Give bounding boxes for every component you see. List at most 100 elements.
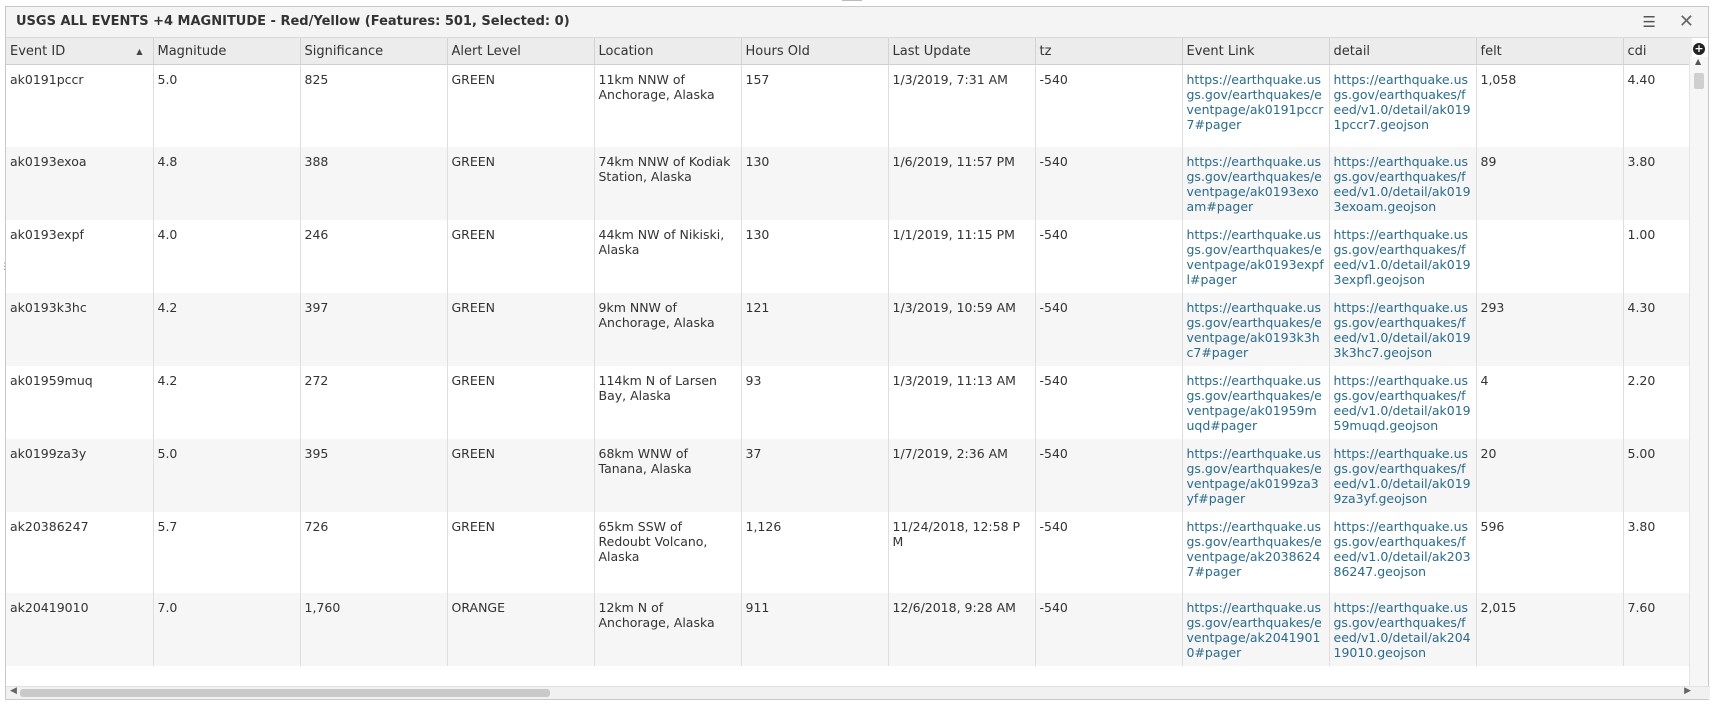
- event-link[interactable]: https://earthquake.usgs.gov/earthquakes/…: [1186, 518, 1322, 579]
- event-link[interactable]: https://earthquake.usgs.gov/earthquakes/…: [1186, 372, 1322, 433]
- horizontal-scrollbar[interactable]: ◀ ▶: [6, 686, 1710, 699]
- cell-detail: https://earthquake.usgs.gov/earthquakes/…: [1329, 219, 1477, 293]
- column-header-cdi[interactable]: cdi: [1623, 38, 1692, 65]
- cell-cdi: 7.60: [1623, 592, 1692, 666]
- vertical-scroll-thumb[interactable]: [1694, 73, 1704, 89]
- detail-link[interactable]: https://earthquake.usgs.gov/earthquakes/…: [1333, 226, 1471, 287]
- detail-link[interactable]: https://earthquake.usgs.gov/earthquakes/…: [1333, 372, 1471, 433]
- cell-location: 44km NW of Nikiski, Alaska: [594, 219, 742, 293]
- cell-last-update: 1/3/2019, 11:13 AM: [888, 365, 1036, 439]
- cell-detail: https://earthquake.usgs.gov/earthquakes/…: [1329, 511, 1477, 593]
- cell-hours-old: 130: [741, 219, 889, 293]
- column-header-location[interactable]: Location: [594, 38, 742, 65]
- panel-titlebar: USGS ALL EVENTS +4 MAGNITUDE - Red/Yello…: [6, 7, 1708, 38]
- horizontal-scroll-thumb[interactable]: [20, 689, 550, 697]
- add-column-icon[interactable]: +: [1693, 42, 1705, 55]
- column-header-significance[interactable]: Significance: [300, 38, 448, 65]
- detail-link[interactable]: https://earthquake.usgs.gov/earthquakes/…: [1333, 445, 1471, 506]
- cell-felt: [1476, 219, 1624, 293]
- cell-alert-level: GREEN: [447, 365, 595, 439]
- event-link[interactable]: https://earthquake.usgs.gov/earthquakes/…: [1186, 226, 1324, 287]
- table-row[interactable]: ak0191pccr 5.0 825 GREEN 11km NNW of Anchora…: [6, 64, 1692, 147]
- detail-link[interactable]: https://earthquake.usgs.gov/earthquakes/…: [1333, 599, 1471, 660]
- table-row[interactable]: ak20386247 5.7 726 GREEN 65km SSW of Redoubt…: [6, 511, 1692, 593]
- cell-event-id: ak20419010: [6, 592, 154, 666]
- event-link[interactable]: https://earthquake.usgs.gov/earthquakes/…: [1186, 299, 1322, 360]
- table-row[interactable]: ak20419010 7.0 1,760 ORANGE 12km N of Anchor…: [6, 592, 1692, 666]
- cell-tz: -540: [1035, 64, 1183, 147]
- cell-event-link: https://earthquake.usgs.gov/earthquakes/…: [1182, 592, 1330, 666]
- table-row[interactable]: ak0199za3y 5.0 395 GREEN 68km WNW of Tanana,…: [6, 438, 1692, 512]
- cell-location: 74km NNW of Kodiak Station, Alaska: [594, 146, 742, 220]
- column-header-detail[interactable]: detail: [1329, 38, 1477, 65]
- cell-hours-old: 93: [741, 365, 889, 439]
- event-link[interactable]: https://earthquake.usgs.gov/earthquakes/…: [1186, 445, 1322, 506]
- cell-last-update: 1/6/2019, 11:57 PM: [888, 146, 1036, 220]
- cell-event-link: https://earthquake.usgs.gov/earthquakes/…: [1182, 511, 1330, 593]
- detail-link[interactable]: https://earthquake.usgs.gov/earthquakes/…: [1333, 518, 1471, 579]
- detail-link[interactable]: https://earthquake.usgs.gov/earthquakes/…: [1333, 72, 1471, 132]
- table-header-row: Event ID ▲ Magnitude Significance Alert …: [6, 38, 1692, 65]
- table-row[interactable]: ak0193expf 4.0 246 GREEN 44km NW of Nikiski,…: [6, 219, 1692, 293]
- detail-link[interactable]: https://earthquake.usgs.gov/earthquakes/…: [1333, 153, 1471, 214]
- detail-link[interactable]: https://earthquake.usgs.gov/earthquakes/…: [1333, 299, 1471, 360]
- cell-tz: -540: [1035, 365, 1183, 439]
- column-header-event-link[interactable]: Event Link: [1182, 38, 1330, 65]
- cell-tz: -540: [1035, 146, 1183, 220]
- column-header-last-update[interactable]: Last Update: [888, 38, 1036, 65]
- column-header-event-id[interactable]: Event ID ▲: [6, 38, 154, 65]
- cell-significance: 395: [300, 438, 448, 512]
- close-icon[interactable]: ✕: [1678, 11, 1694, 32]
- column-header-alert-level[interactable]: Alert Level: [447, 38, 595, 65]
- column-header-tz[interactable]: tz: [1035, 38, 1183, 65]
- cell-alert-level: GREEN: [447, 219, 595, 293]
- cell-last-update: 1/1/2019, 11:15 PM: [888, 219, 1036, 293]
- scroll-right-icon[interactable]: ▶: [1684, 686, 1691, 696]
- cell-hours-old: 911: [741, 592, 889, 666]
- event-link[interactable]: https://earthquake.usgs.gov/earthquakes/…: [1186, 153, 1322, 214]
- cell-significance: 726: [300, 511, 448, 593]
- menu-icon[interactable]: ☰: [1642, 13, 1656, 31]
- cell-alert-level: GREEN: [447, 438, 595, 512]
- table-row[interactable]: ak01959muq 4.2 272 GREEN 114km N of Larsen B…: [6, 365, 1692, 439]
- cell-event-id: ak01959muq: [6, 365, 154, 439]
- cell-alert-level: GREEN: [447, 511, 595, 593]
- column-header-felt[interactable]: felt: [1476, 38, 1624, 65]
- panel-resize-handle-left[interactable]: ⋮: [0, 262, 9, 272]
- column-header-magnitude[interactable]: Magnitude: [153, 38, 301, 65]
- cell-magnitude: 4.0: [153, 219, 301, 293]
- cell-detail: https://earthquake.usgs.gov/earthquakes/…: [1329, 292, 1477, 366]
- cell-event-id: ak0193expf: [6, 219, 154, 293]
- cell-location: 68km WNW of Tanana, Alaska: [594, 438, 742, 512]
- cell-tz: -540: [1035, 292, 1183, 366]
- cell-hours-old: 121: [741, 292, 889, 366]
- event-link[interactable]: https://earthquake.usgs.gov/earthquakes/…: [1186, 599, 1322, 660]
- cell-event-link: https://earthquake.usgs.gov/earthquakes/…: [1182, 64, 1330, 147]
- cell-hours-old: 157: [741, 64, 889, 147]
- cell-felt: 20: [1476, 438, 1624, 512]
- cell-significance: 825: [300, 64, 448, 147]
- cell-tz: -540: [1035, 592, 1183, 666]
- cell-detail: https://earthquake.usgs.gov/earthquakes/…: [1329, 64, 1477, 147]
- sort-ascending-icon[interactable]: ▲: [136, 46, 143, 56]
- cell-cdi: 3.80: [1623, 146, 1692, 220]
- cell-event-link: https://earthquake.usgs.gov/earthquakes/…: [1182, 219, 1330, 293]
- event-link[interactable]: https://earthquake.usgs.gov/earthquakes/…: [1186, 72, 1324, 132]
- cell-cdi: 4.30: [1623, 292, 1692, 366]
- scroll-left-icon[interactable]: ◀: [10, 686, 17, 696]
- cell-felt: 293: [1476, 292, 1624, 366]
- cell-last-update: 1/7/2019, 2:36 AM: [888, 438, 1036, 512]
- table-row[interactable]: ak0193exoa 4.8 388 GREEN 74km NNW of Kodiak …: [6, 146, 1692, 220]
- column-header-hours-old[interactable]: Hours Old: [741, 38, 889, 65]
- cell-location: 65km SSW of Redoubt Volcano, Alaska: [594, 511, 742, 593]
- scroll-up-icon[interactable]: ▲: [1695, 57, 1702, 66]
- cell-event-id: ak0193k3hc: [6, 292, 154, 366]
- panel-resize-handle-top[interactable]: [842, 0, 862, 3]
- table-row[interactable]: ak0193k3hc 4.2 397 GREEN 9km NNW of Anchorag…: [6, 292, 1692, 366]
- cell-hours-old: 37: [741, 438, 889, 512]
- vertical-scrollbar[interactable]: ▲: [1689, 57, 1708, 688]
- cell-felt: 4: [1476, 365, 1624, 439]
- cell-magnitude: 5.7: [153, 511, 301, 593]
- cell-location: 12km N of Anchorage, Alaska: [594, 592, 742, 666]
- cell-event-link: https://earthquake.usgs.gov/earthquakes/…: [1182, 146, 1330, 220]
